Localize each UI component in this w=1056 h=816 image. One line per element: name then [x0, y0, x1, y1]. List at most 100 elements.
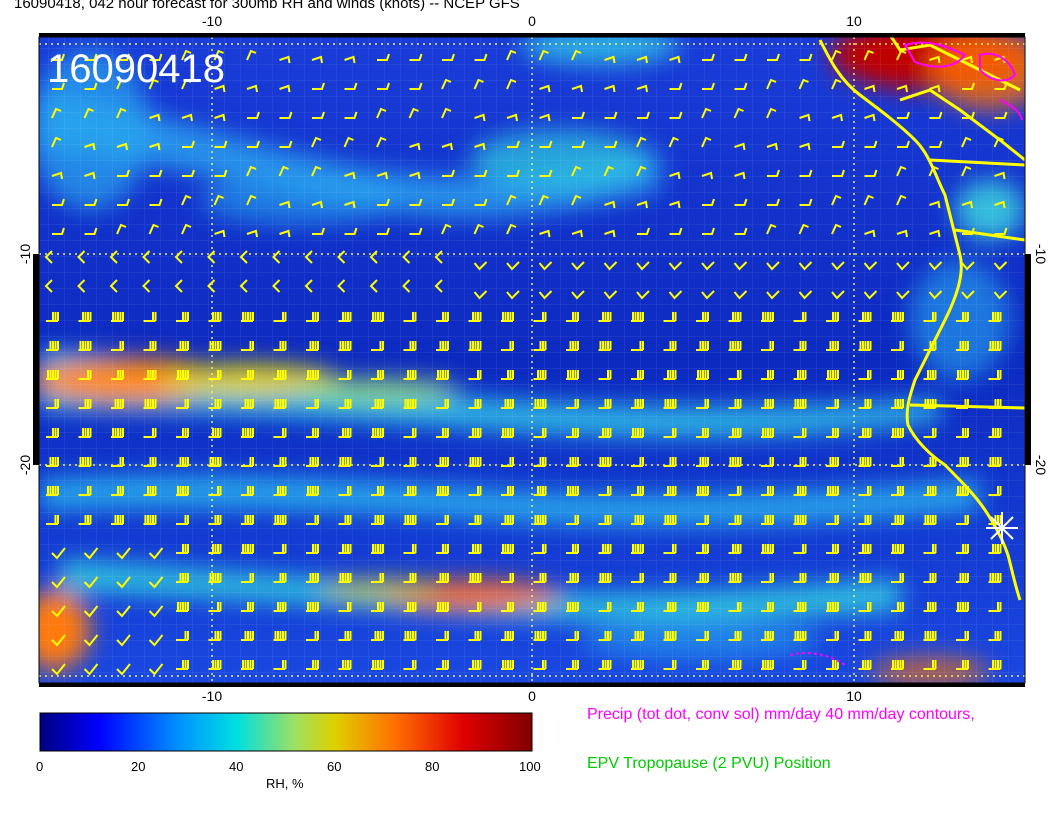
wind-barb	[148, 223, 159, 235]
wind-barb	[831, 78, 842, 90]
wind-barb	[377, 227, 390, 235]
wind-barb	[468, 660, 482, 670]
wind-barb	[896, 261, 910, 271]
wind-barb	[403, 312, 417, 322]
wind-barb	[702, 227, 715, 235]
wind-barb	[863, 194, 874, 206]
wind-barb	[766, 78, 777, 90]
wind-barb	[51, 605, 66, 618]
wind-barb	[149, 169, 163, 177]
wind-barb	[176, 515, 189, 525]
wind-barb	[501, 370, 514, 380]
wind-barb	[696, 312, 709, 322]
wind-barb	[468, 312, 482, 322]
lat-tick-label: -10	[17, 244, 33, 264]
wind-barb	[636, 200, 648, 209]
wind-barb	[474, 142, 486, 151]
wind-barb	[246, 165, 257, 177]
wind-barb	[858, 486, 872, 496]
wind-barb	[506, 49, 517, 61]
wind-barb	[304, 279, 313, 293]
wind-barb	[246, 229, 258, 238]
wind-barb	[663, 631, 677, 641]
wind-barb	[44, 250, 53, 264]
wind-barb	[831, 194, 842, 206]
wind-barb	[831, 113, 843, 122]
wind-barb	[403, 486, 417, 496]
wind-barb	[501, 544, 514, 554]
wind-barb	[767, 198, 780, 206]
wind-barb	[371, 573, 384, 583]
wind-barb	[371, 544, 384, 554]
wind-barb	[176, 428, 189, 438]
wind-barb	[533, 544, 547, 554]
wind-barb	[506, 290, 520, 300]
wind-barb	[371, 370, 384, 380]
wind-barb	[78, 515, 92, 525]
wind-barb	[799, 142, 811, 151]
wind-barb	[826, 312, 839, 322]
wind-barb	[923, 631, 937, 641]
wind-barb	[571, 194, 582, 206]
wind-barb	[442, 53, 455, 61]
wind-barb	[306, 631, 319, 641]
wind-barb	[696, 573, 709, 583]
wind-barb	[696, 399, 709, 409]
wind-barb	[473, 223, 484, 235]
wind-barb	[116, 634, 131, 647]
wind-barb	[734, 171, 746, 180]
wind-barb	[306, 544, 319, 554]
wind-barb	[116, 107, 127, 119]
wind-barb	[566, 573, 579, 583]
wind-barb	[46, 515, 59, 525]
wind-barb	[566, 312, 579, 322]
wind-barb	[84, 53, 98, 61]
wind-barb	[663, 428, 677, 438]
wind-barb	[728, 457, 742, 467]
wind-barb	[929, 229, 941, 238]
wind-barb	[403, 399, 417, 409]
wind-barb	[831, 223, 842, 235]
wind-barb	[501, 660, 514, 670]
wind-barb	[246, 84, 258, 93]
wind-barb	[701, 107, 712, 119]
wind-barb	[826, 602, 839, 612]
wind-barb	[371, 660, 384, 670]
wind-barb	[923, 312, 937, 322]
wind-barb	[501, 515, 514, 525]
wind-barb	[734, 53, 748, 61]
wind-barb	[701, 290, 715, 300]
wind-barb	[241, 341, 254, 351]
wind-barb	[241, 573, 254, 583]
wind-barb	[663, 370, 677, 380]
wind-barb	[956, 631, 969, 641]
wind-barb	[273, 573, 287, 583]
wind-barb	[272, 250, 281, 264]
wind-barb	[46, 370, 59, 380]
wind-barb	[241, 312, 254, 322]
wind-barb	[858, 428, 872, 438]
wind-barb	[761, 370, 774, 380]
wind-barb	[533, 370, 547, 380]
wind-barb	[799, 198, 813, 206]
wind-barb	[891, 428, 904, 438]
wind-barb	[468, 428, 482, 438]
wind-barb	[311, 136, 322, 148]
wind-barb	[533, 486, 547, 496]
wind-barb	[826, 341, 839, 351]
wind-barb	[566, 399, 579, 409]
wind-barb	[696, 602, 709, 612]
wind-barb	[207, 250, 216, 264]
wind-barb	[278, 165, 289, 177]
wind-barb	[181, 113, 193, 122]
wind-barb	[962, 82, 975, 90]
wind-barb	[371, 341, 384, 351]
wind-barb	[376, 136, 387, 148]
wind-barb	[598, 631, 612, 641]
wind-barb	[474, 169, 488, 177]
wind-barb	[214, 113, 226, 122]
wind-barb	[148, 576, 164, 589]
lat-ticks-right: -10 -20	[1033, 244, 1049, 475]
wind-barb	[994, 171, 1006, 180]
wind-barb	[436, 602, 449, 612]
